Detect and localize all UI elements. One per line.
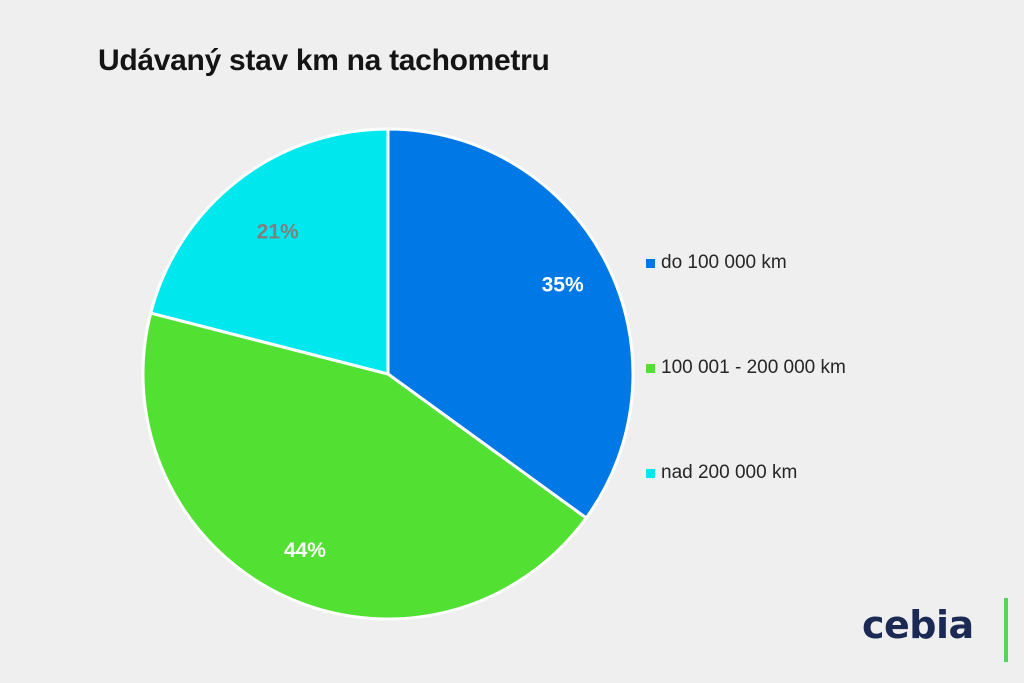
pie-slice-100001-200000 bbox=[141, 311, 588, 621]
logo-accent-bar bbox=[1004, 598, 1008, 662]
pie-slice-labels: 35% 44% 21% bbox=[257, 220, 584, 562]
legend-item-do-100000: do 100 000 km bbox=[646, 252, 787, 274]
pie-slice-value-label: 21% bbox=[257, 220, 299, 243]
pie-slice-value-label: 44% bbox=[284, 539, 326, 562]
legend-item-100001-200000: 100 001 - 200 000 km bbox=[646, 357, 846, 379]
pie-slice-nad-200000 bbox=[149, 127, 390, 376]
chart-title: Udávaný stav km na tachometru bbox=[98, 44, 550, 77]
legend-swatch bbox=[646, 363, 655, 373]
pie-slices bbox=[141, 127, 635, 621]
legend-swatch bbox=[646, 258, 655, 268]
pie-slice-value-label: 35% bbox=[542, 274, 584, 297]
legend-label: do 100 000 km bbox=[661, 252, 787, 273]
legend-item-nad-200000: nad 200 000 km bbox=[646, 462, 797, 484]
legend-label: nad 200 000 km bbox=[661, 462, 798, 483]
legend-swatch bbox=[646, 468, 655, 478]
pie-slice-do-100000 bbox=[386, 127, 635, 520]
legend-label: 100 001 - 200 000 km bbox=[661, 357, 846, 378]
cebia-logo: cebia bbox=[862, 603, 974, 647]
